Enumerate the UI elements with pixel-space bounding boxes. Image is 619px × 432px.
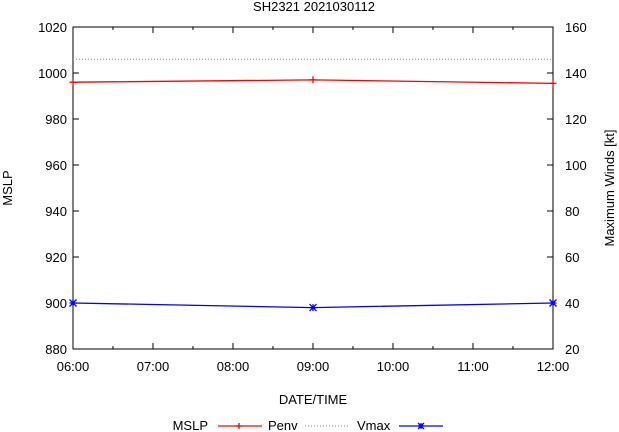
legend-title: MSLP (173, 418, 208, 432)
y-tick-label: 1020 (38, 20, 67, 35)
series-layer (69, 58, 557, 312)
data-point-vmax (69, 299, 77, 307)
legend: MSLP Penv Vmax (173, 418, 443, 432)
y2-tick-label: 20 (565, 342, 579, 357)
y-axis-title: MSLP (0, 170, 15, 205)
x-tick-label: 10:00 (377, 359, 410, 374)
y2-tick-label: 60 (565, 250, 579, 265)
plot-area (72, 26, 554, 350)
x-tick-label: 11:00 (457, 359, 489, 374)
y-tick-label: 1000 (38, 66, 67, 81)
data-point-vmax (309, 303, 317, 312)
y2-axis-title: Maximum Winds [kt] (602, 129, 617, 246)
legend-label-penv: Penv (268, 418, 298, 432)
x-tick-label: 12:00 (537, 359, 570, 374)
x-axis: 06:00 07:00 08:00 09:00 10:00 11:00 12:00 (57, 27, 570, 374)
y2-tick-label: 160 (565, 20, 587, 35)
plot-border (72, 26, 554, 350)
chart-title: SH2321 2021030112 (253, 0, 375, 14)
x-tick-label: 09:00 (297, 359, 330, 374)
y-axis: 880 900 920 940 960 980 1000 1020 (38, 20, 553, 357)
y-tick-label: 980 (45, 112, 67, 127)
y2-axis: 20 40 60 80 100 120 140 160 (565, 20, 587, 357)
y-tick-label: 940 (45, 204, 67, 219)
y-tick-label: 880 (45, 342, 67, 357)
y2-tick-label: 140 (565, 66, 587, 81)
y2-tick-label: 100 (565, 158, 587, 173)
y2-tick-label: 40 (565, 296, 579, 311)
legend-marker-vmax (417, 422, 425, 430)
x-tick-label: 06:00 (57, 359, 90, 374)
legend-label-vmax: Vmax (357, 418, 391, 432)
y-tick-label: 960 (45, 158, 67, 173)
data-point-penv (549, 79, 557, 87)
data-point-vmax (549, 299, 557, 307)
y2-tick-label: 120 (565, 112, 587, 127)
y-tick-label: 900 (45, 296, 67, 311)
x-axis-title: DATE/TIME (279, 392, 348, 407)
legend-marker-penv (236, 423, 242, 429)
x-tick-label: 08:00 (217, 359, 250, 374)
y2-tick-label: 80 (565, 204, 579, 219)
x-tick-label: 07:00 (137, 359, 170, 374)
y-tick-label: 920 (45, 250, 67, 265)
data-point-penv (69, 78, 77, 86)
data-point-penv (309, 76, 317, 84)
